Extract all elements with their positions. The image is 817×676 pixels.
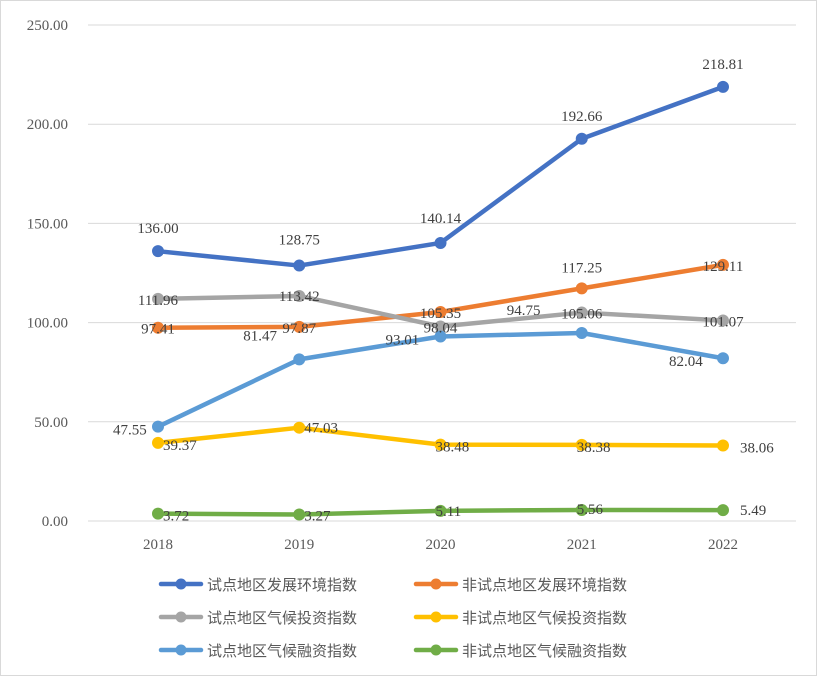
data-point xyxy=(152,245,164,258)
x-tick-label: 2020 xyxy=(426,537,456,553)
y-tick-label: 100.00 xyxy=(27,316,68,332)
data-point xyxy=(717,314,729,327)
data-point xyxy=(434,330,447,343)
data-label: 47.55 xyxy=(113,423,147,439)
data-point xyxy=(293,353,306,366)
y-tick-label: 0.00 xyxy=(42,514,68,530)
data-label: 5.56 xyxy=(577,502,604,518)
data-label: 105.06 xyxy=(561,307,603,323)
data-point xyxy=(717,80,729,93)
y-tick-label: 50.00 xyxy=(34,415,68,431)
legend-marker xyxy=(430,611,442,623)
legend-marker xyxy=(175,644,187,656)
data-label: 3.27 xyxy=(304,509,331,525)
data-point xyxy=(434,504,447,517)
x-tick-label: 2018 xyxy=(143,537,173,553)
x-tick-label: 2021 xyxy=(567,537,597,553)
data-label: 39.37 xyxy=(163,438,197,454)
data-label: 38.38 xyxy=(577,440,611,456)
data-point xyxy=(434,236,447,249)
data-point xyxy=(152,507,164,520)
data-point xyxy=(293,320,306,333)
legend-marker xyxy=(175,578,187,590)
data-point xyxy=(717,439,729,452)
legend-label: 非试点地区气候融资指数 xyxy=(462,642,627,660)
data-point xyxy=(152,436,164,449)
y-tick-label: 250.00 xyxy=(27,18,68,34)
data-label: 218.81 xyxy=(702,57,743,73)
data-label: 5.49 xyxy=(740,503,766,519)
data-point xyxy=(575,282,588,295)
data-label: 47.03 xyxy=(304,421,338,437)
data-point xyxy=(575,438,588,451)
data-label: 113.42 xyxy=(279,289,320,305)
data-label: 97.87 xyxy=(282,321,316,337)
data-label: 192.66 xyxy=(561,109,603,125)
y-tick-label: 150.00 xyxy=(27,216,68,232)
data-label: 128.75 xyxy=(279,233,320,249)
data-label: 5.11 xyxy=(436,504,462,520)
legend-label: 试点地区发展环境指数 xyxy=(207,576,357,594)
data-point xyxy=(293,259,306,272)
data-label: 129.11 xyxy=(703,259,744,275)
data-label: 38.48 xyxy=(436,440,470,456)
legend-label: 非试点地区气候投资指数 xyxy=(462,609,627,627)
data-point xyxy=(434,305,447,318)
data-point xyxy=(575,503,588,516)
data-point xyxy=(575,132,588,145)
data-point xyxy=(717,504,729,517)
data-point xyxy=(152,292,164,305)
data-label: 117.25 xyxy=(561,260,602,276)
data-point xyxy=(293,421,306,434)
data-label: 38.06 xyxy=(740,440,774,456)
data-point xyxy=(717,258,729,271)
data-label: 82.04 xyxy=(669,354,703,370)
data-label: 111.96 xyxy=(138,293,179,309)
data-label: 93.01 xyxy=(386,332,420,348)
data-label: 98.04 xyxy=(424,320,458,336)
data-label: 101.07 xyxy=(702,314,744,330)
data-point xyxy=(575,306,588,319)
legend-label: 非试点地区发展环境指数 xyxy=(462,576,627,594)
x-tick-label: 2022 xyxy=(708,537,738,553)
legend-marker xyxy=(430,644,442,656)
legend-marker xyxy=(430,578,442,590)
legend-marker xyxy=(175,611,187,623)
data-point xyxy=(293,289,306,302)
data-point xyxy=(293,508,306,521)
data-label: 140.14 xyxy=(420,211,462,227)
data-label: 81.47 xyxy=(243,328,277,344)
y-tick-label: 200.00 xyxy=(27,117,68,133)
data-point xyxy=(152,420,164,433)
legend-label: 试点地区气候投资指数 xyxy=(207,609,357,627)
data-point xyxy=(575,327,588,340)
series-line xyxy=(155,330,726,429)
data-point xyxy=(152,321,164,334)
data-label: 136.00 xyxy=(137,221,178,237)
data-label: 97.41 xyxy=(141,322,175,338)
x-tick-label: 2019 xyxy=(284,537,314,553)
data-label: 105.35 xyxy=(420,306,461,322)
data-point xyxy=(717,352,729,365)
data-label: 3.72 xyxy=(163,509,189,525)
legend-label: 试点地区气候融资指数 xyxy=(207,642,357,660)
data-label: 94.75 xyxy=(507,303,541,319)
data-point xyxy=(434,438,447,451)
